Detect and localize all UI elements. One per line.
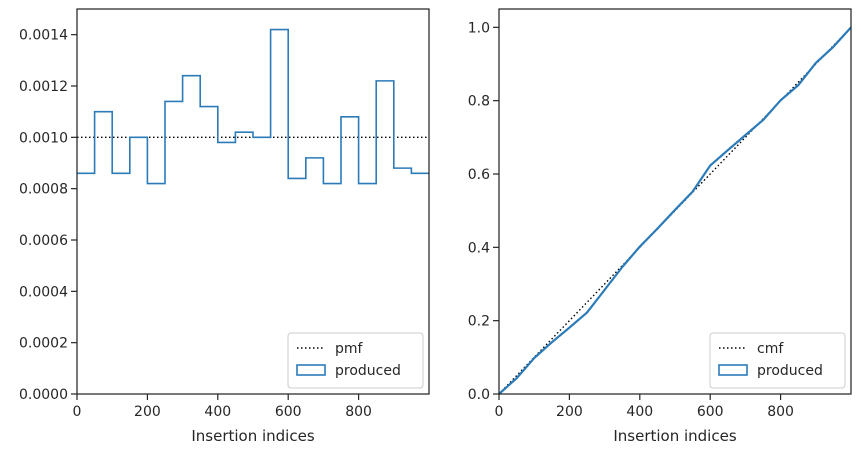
- right-cmf-line: [498, 26, 852, 395]
- right-ytick-label: 0.0: [468, 387, 490, 403]
- right-xtick-label: 200: [556, 404, 583, 420]
- left-legend-produced-swatch: [296, 364, 326, 376]
- right-legend-produced-label: produced: [757, 363, 823, 379]
- left-ytick-label: 0.0000: [19, 387, 68, 403]
- left-xaxis-label: Insertion indices: [191, 427, 314, 445]
- left-ytick-label: 0.0002: [19, 336, 68, 352]
- left-xtick-label: 200: [134, 404, 161, 420]
- right-legend-produced-swatch: [718, 364, 748, 376]
- left-xtick-label: 400: [204, 404, 231, 420]
- right-xtick-label: 0: [495, 404, 504, 420]
- right-ytick-label: 0.6: [468, 167, 490, 183]
- left-legend-produced-label: produced: [335, 363, 401, 379]
- right-xtick-label: 800: [767, 404, 794, 420]
- right-legend-cmf-label: cmf: [757, 341, 784, 357]
- right-ytick-label: 1.0: [468, 20, 490, 36]
- right-xtick-label: 400: [626, 404, 653, 420]
- left-xtick-label: 600: [275, 404, 302, 420]
- right-xaxis-label: Insertion indices: [613, 427, 736, 445]
- right-ytick-label: 0.4: [468, 240, 490, 256]
- left-ytick-label: 0.0014: [19, 28, 68, 44]
- right-ytick-label: 0.2: [468, 314, 490, 330]
- right-ytick-label: 0.8: [468, 94, 490, 110]
- left-ytick-label: 0.0006: [19, 233, 68, 249]
- left-xtick-label: 0: [73, 404, 82, 420]
- left-ytick-label: 0.0004: [19, 284, 68, 300]
- left-xtick-label: 800: [345, 404, 372, 420]
- left-ytick-label: 0.0008: [19, 182, 68, 198]
- right-axes-frame: [498, 8, 852, 395]
- right-xtick-label: 600: [697, 404, 724, 420]
- left-produced-histogram: [77, 28, 429, 185]
- left-ytick-label: 0.0010: [19, 130, 68, 146]
- left-axes-frame: [76, 8, 430, 395]
- left-ytick-label: 0.0012: [19, 79, 68, 95]
- left-legend-pmf-label: pmf: [335, 341, 364, 357]
- right-produced-line: [498, 26, 852, 395]
